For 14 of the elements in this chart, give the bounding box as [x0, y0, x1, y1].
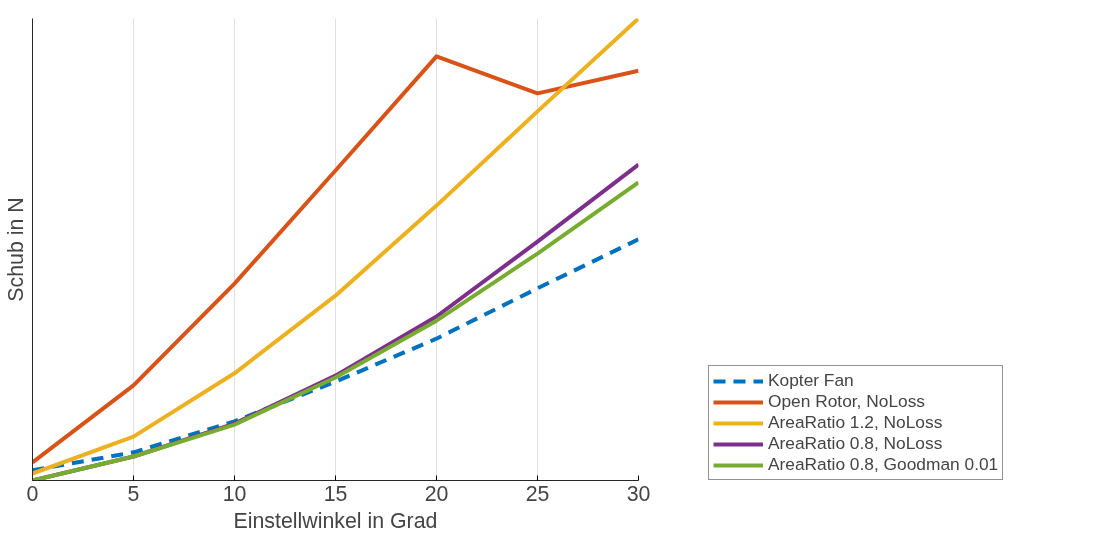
- legend-label: Kopter Fan: [768, 370, 854, 391]
- x-tick-label: 10: [222, 481, 247, 506]
- x-tick-label: 20: [424, 481, 449, 506]
- legend-label: AreaRatio 0.8, Goodman 0.01: [768, 454, 999, 475]
- legend-label: AreaRatio 1.2, NoLoss: [768, 412, 943, 433]
- legend-label: AreaRatio 0.8, NoLoss: [768, 433, 943, 454]
- x-tick-label: 5: [127, 481, 140, 506]
- legend-label: Open Rotor, NoLoss: [768, 391, 926, 412]
- x-tick-label: 15: [323, 481, 348, 506]
- x-tick-label: 0: [26, 481, 39, 506]
- y-axis-title: Schub in N: [3, 197, 28, 302]
- x-tick-label: 30: [626, 481, 651, 506]
- x-tick-label: 25: [525, 481, 550, 506]
- x-axis-title: Einstellwinkel in Grad: [233, 508, 438, 533]
